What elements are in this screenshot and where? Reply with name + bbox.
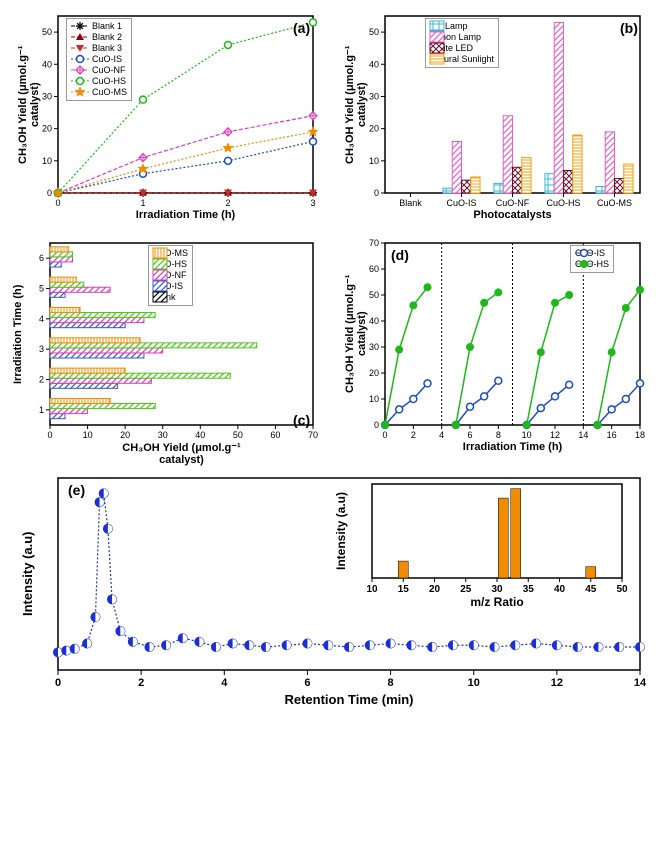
svg-text:60: 60 (270, 430, 280, 440)
svg-text:m/z Ratio: m/z Ratio (470, 595, 523, 609)
svg-text:14: 14 (578, 430, 588, 440)
svg-text:50: 50 (369, 290, 379, 300)
svg-text:0: 0 (47, 430, 52, 440)
svg-text:10: 10 (83, 430, 93, 440)
svg-text:2: 2 (225, 198, 230, 208)
svg-text:CuO-HS: CuO-HS (546, 198, 580, 208)
svg-text:3: 3 (39, 344, 44, 354)
svg-text:20: 20 (369, 124, 379, 134)
svg-text:0: 0 (55, 677, 61, 689)
panel-d-letter: (d) (391, 247, 409, 263)
svg-text:60: 60 (369, 264, 379, 274)
svg-text:2: 2 (138, 677, 144, 689)
svg-text:0: 0 (374, 188, 379, 198)
svg-text:12: 12 (550, 430, 560, 440)
svg-text:40: 40 (554, 584, 566, 595)
panel-c-legend: CuO-MSCuO-HSCuO-NFCuO-ISBlank (148, 245, 193, 306)
svg-text:30: 30 (158, 430, 168, 440)
svg-text:0: 0 (382, 430, 387, 440)
y-axis-label: CH₃OH Yield (μmol.g⁻¹ catalyst) (16, 35, 32, 175)
svg-text:30: 30 (491, 584, 503, 595)
panel-b-legend: UV LampXenon LampWhite LEDNatural Sunlig… (425, 18, 499, 68)
svg-text:40: 40 (195, 430, 205, 440)
svg-text:4: 4 (439, 430, 444, 440)
svg-text:20: 20 (120, 430, 130, 440)
svg-text:16: 16 (607, 430, 617, 440)
svg-text:8: 8 (496, 430, 501, 440)
svg-text:10: 10 (468, 677, 480, 689)
panel-c-letter: (c) (293, 412, 310, 428)
panel-e-inset: 10 15 20 25 30 35 40 45 50 m/z Ratio (330, 478, 630, 608)
x-axis-label: Irradiation Time (h) (453, 441, 573, 453)
y-axis-label: CH₃OH Yield (μmol.g⁻¹ catalyst) (343, 35, 359, 175)
svg-text:70: 70 (308, 430, 318, 440)
svg-text:10: 10 (369, 394, 379, 404)
svg-text:1: 1 (39, 405, 44, 415)
svg-text:6: 6 (39, 253, 44, 263)
svg-text:50: 50 (616, 584, 628, 595)
svg-text:20: 20 (369, 368, 379, 378)
svg-text:CuO-MS: CuO-MS (597, 198, 632, 208)
svg-text:12: 12 (551, 677, 563, 689)
svg-text:45: 45 (585, 584, 597, 595)
svg-text:40: 40 (42, 59, 52, 69)
panel-d-legend: CuO-ISCuO-HS (570, 245, 614, 273)
panel-e-letter: (e) (68, 482, 85, 498)
x-axis-label: Photocatalysts (453, 209, 573, 221)
svg-text:30: 30 (369, 342, 379, 352)
svg-text:20: 20 (429, 584, 441, 595)
svg-text:20: 20 (42, 124, 52, 134)
svg-text:35: 35 (523, 584, 535, 595)
svg-text:50: 50 (233, 430, 243, 440)
svg-text:14: 14 (634, 677, 647, 689)
svg-text:2: 2 (39, 375, 44, 385)
svg-text:6: 6 (304, 677, 310, 689)
svg-text:30: 30 (369, 91, 379, 101)
svg-text:CuO-IS: CuO-IS (446, 198, 476, 208)
svg-text:18: 18 (635, 430, 645, 440)
svg-text:10: 10 (366, 584, 378, 595)
svg-text:70: 70 (369, 238, 379, 248)
x-axis-label: Irradiation Time (h) (126, 209, 246, 221)
svg-text:4: 4 (221, 677, 228, 689)
svg-text:10: 10 (42, 156, 52, 166)
svg-text:50: 50 (369, 27, 379, 37)
svg-text:0: 0 (374, 420, 379, 430)
svg-text:40: 40 (369, 316, 379, 326)
svg-text:30: 30 (42, 91, 52, 101)
svg-text:40: 40 (369, 59, 379, 69)
svg-text:4: 4 (39, 314, 44, 324)
svg-text:3: 3 (310, 198, 315, 208)
svg-text:10: 10 (522, 430, 532, 440)
y-axis-label: CH₃OH Yield (μmol.g⁻¹ catalyst) (343, 264, 359, 404)
svg-text:0: 0 (47, 188, 52, 198)
panel-a-legend: Blank 1Blank 2Blank 3CuO-ISCuO-NFCuO-HSC… (66, 18, 132, 101)
panel-a-letter: (a) (293, 20, 310, 36)
svg-text:25: 25 (460, 584, 472, 595)
svg-text:10: 10 (369, 156, 379, 166)
svg-text:8: 8 (388, 677, 394, 689)
svg-text:5: 5 (39, 284, 44, 294)
panel-b-letter: (b) (620, 20, 638, 36)
svg-text:15: 15 (398, 584, 410, 595)
svg-text:0: 0 (55, 198, 60, 208)
svg-text:50: 50 (42, 27, 52, 37)
svg-text:6: 6 (467, 430, 472, 440)
svg-text:CuO-NF: CuO-NF (496, 198, 530, 208)
svg-text:1: 1 (140, 198, 145, 208)
svg-text:2: 2 (411, 430, 416, 440)
svg-text:Blank: Blank (399, 198, 422, 208)
panel-a-chart: 012301020304050 (8, 8, 323, 228)
